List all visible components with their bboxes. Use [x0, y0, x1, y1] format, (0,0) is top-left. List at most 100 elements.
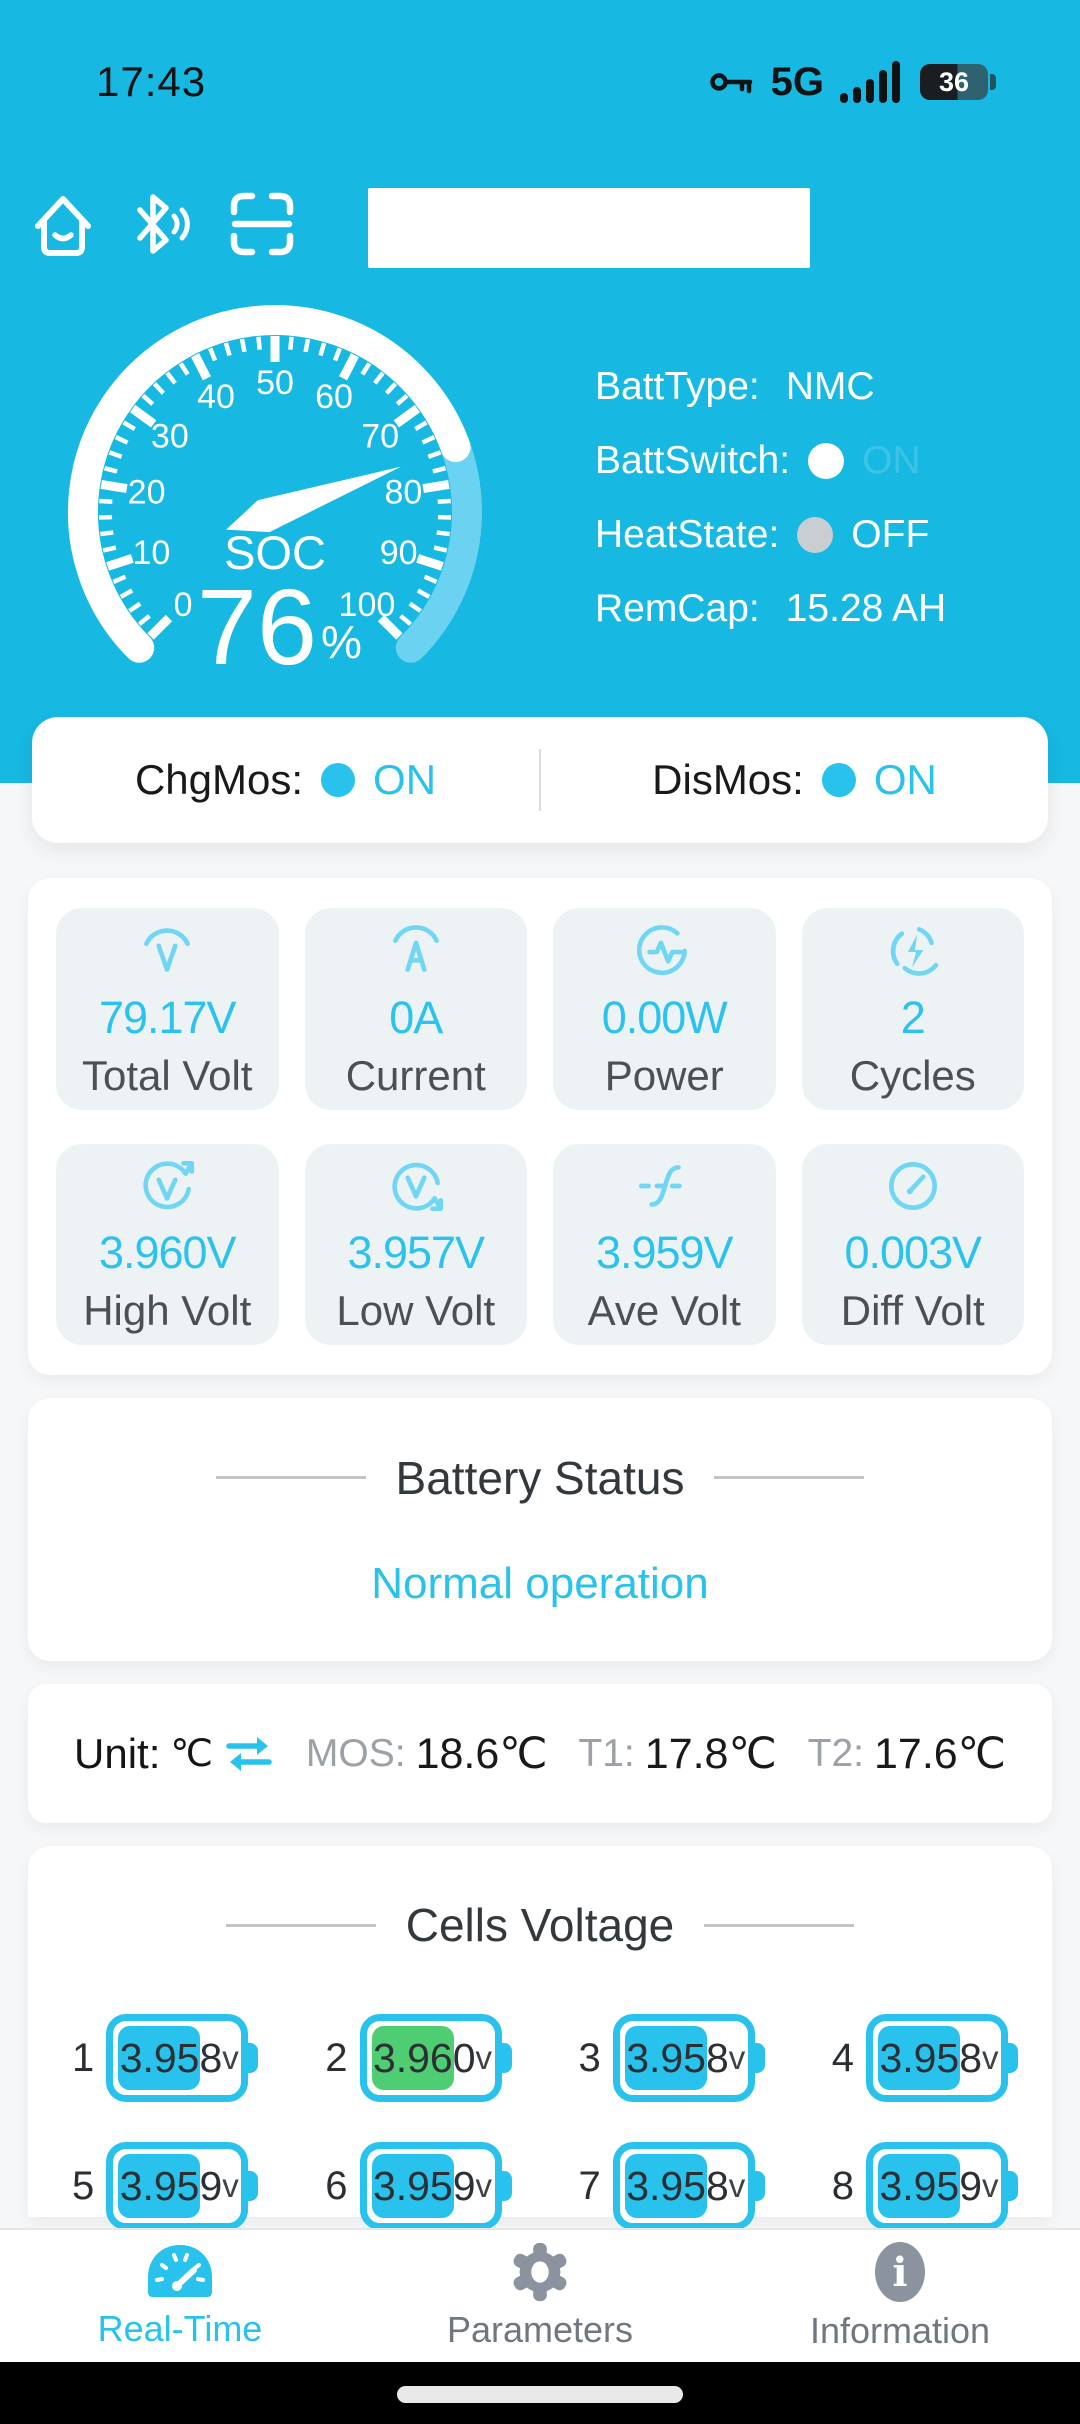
svg-text:20: 20: [128, 474, 166, 512]
cell-index: 4: [831, 2035, 854, 2080]
power-icon: [637, 924, 688, 975]
cell-index: 2: [325, 2035, 348, 2080]
bluetooth-icon[interactable]: [132, 186, 192, 262]
unit-swap-icon[interactable]: [223, 1732, 275, 1776]
svg-text:0: 0: [174, 586, 193, 624]
cells-title: Cells Voltage: [405, 1899, 675, 1951]
cell-5: 5 3.959 v: [72, 2142, 259, 2230]
battery-info-panel: BattType: NMC BattSwitch: ON HeatState: …: [595, 365, 946, 662]
cell-voltage: 3.959: [119, 2162, 223, 2209]
title-dash-left: [225, 1923, 376, 1927]
cell-battery: 3.959 v: [359, 2142, 512, 2230]
stat-value: 3.959V: [595, 1227, 734, 1279]
tab-parameters[interactable]: Parameters: [360, 2230, 720, 2362]
nav-label: Information: [809, 2310, 991, 2351]
total-volt-icon: [144, 927, 191, 972]
diff-volt-icon: [888, 1162, 937, 1211]
cell-unit: v: [982, 2167, 999, 2204]
svg-text:60: 60: [315, 378, 353, 416]
cells-title-row: Cells Voltage: [68, 1898, 1012, 1952]
mos-divider: [539, 749, 541, 811]
cell-unit: v: [475, 2167, 493, 2204]
speedometer-icon: [148, 2245, 212, 2297]
title-dash-right: [714, 1476, 865, 1479]
batt-switch-state: ON: [862, 439, 921, 482]
temp-t1-value: 17.8℃: [644, 1729, 777, 1778]
home-icon[interactable]: [30, 188, 96, 260]
cell-2: 2 3.960 v: [325, 2014, 512, 2102]
svg-text:40: 40: [197, 378, 235, 416]
cell-8: 8 3.959 v: [831, 2142, 1018, 2230]
device-name-input[interactable]: [368, 188, 810, 268]
stat-tile-high-volt: 3.960V High Volt: [56, 1143, 279, 1345]
cell-voltage: 3.958: [119, 2034, 223, 2081]
cell-unit: v: [475, 2039, 493, 2076]
cell-unit: v: [222, 2167, 239, 2204]
svg-text:80: 80: [384, 474, 422, 512]
temp-t2-label: T2:: [807, 1731, 864, 1775]
cell-1: 1 3.958 v: [72, 2014, 259, 2102]
hero-background: [0, 0, 1080, 783]
stat-tile-diff-volt: 0.003V Diff Volt: [801, 1143, 1024, 1345]
stat-tile-current: 0A Current: [304, 908, 527, 1110]
stat-label: Ave Volt: [587, 1287, 741, 1335]
battery-level-badge: 36: [920, 64, 988, 100]
clock: 17:43: [96, 58, 207, 105]
cell-battery: 3.958 v: [612, 2142, 765, 2230]
stats-card: 79.17V Total Volt 0A Current 0.00W Power: [28, 878, 1052, 1375]
gauge-unit: %: [321, 616, 362, 668]
low-volt-icon: [392, 1162, 443, 1212]
stat-value: 0.003V: [844, 1227, 982, 1279]
cell-voltage: 3.958: [626, 2162, 729, 2209]
cell-fill: [878, 2154, 960, 2218]
cell-nub: [246, 2171, 259, 2201]
cell-nub: [499, 2171, 512, 2201]
cell-7: 7 3.958 v: [578, 2142, 765, 2230]
cell-nub: [499, 2043, 512, 2073]
ave-volt-icon: [639, 1165, 690, 1208]
batt-type-label: BattType:: [595, 365, 760, 408]
bottom-nav: Real-Time Parameters i Information: [0, 2228, 1080, 2362]
stat-label: High Volt: [83, 1287, 252, 1335]
stat-tile-total-volt: 79.17V Total Volt: [56, 908, 279, 1110]
heat-state-row: HeatState: OFF: [595, 513, 946, 556]
temp-unit-group: Unit: ℃: [74, 1730, 275, 1778]
stat-value: 79.17V: [98, 991, 237, 1043]
svg-text:90: 90: [380, 534, 418, 572]
cell-6: 6 3.959 v: [325, 2142, 512, 2230]
battery-indicator: 36: [920, 64, 996, 100]
stat-label: Diff Volt: [840, 1287, 985, 1335]
batt-switch-label: BattSwitch:: [595, 439, 791, 482]
battery-status-card: Battery Status Normal operation: [28, 1398, 1052, 1661]
cell-voltage: 3.959: [879, 2162, 983, 2209]
cell-nub: [752, 2043, 765, 2073]
cell-index: 8: [831, 2163, 854, 2208]
batt-switch-toggle[interactable]: [808, 443, 845, 479]
temp-t1-label: T1:: [578, 1731, 635, 1775]
scan-icon[interactable]: [228, 190, 296, 258]
cell-index: 7: [578, 2163, 601, 2208]
svg-text:50: 50: [256, 364, 294, 402]
stat-value: 2: [900, 991, 926, 1043]
info-icon: i: [875, 2242, 925, 2302]
battery-status-value: Normal operation: [371, 1558, 709, 1608]
gear-icon: [513, 2242, 567, 2302]
cell-battery: 3.959 v: [866, 2142, 1018, 2230]
cell-nub: [1006, 2171, 1018, 2201]
cell-4: 4 3.958 v: [831, 2014, 1018, 2102]
cells-row-2: 5 3.959 v 6 3.959 v 7: [68, 2142, 1018, 2230]
tab-information[interactable]: i Information: [720, 2230, 1080, 2362]
home-indicator[interactable]: [397, 2386, 683, 2403]
stat-value: 0.00W: [601, 991, 728, 1043]
title-dash-left: [215, 1476, 366, 1479]
cell-fill: [624, 2026, 707, 2090]
stat-tile-power: 0.00W Power: [553, 908, 776, 1110]
cell-index: 5: [72, 2163, 95, 2208]
svg-text:30: 30: [151, 418, 189, 456]
cell-index: 6: [325, 2163, 348, 2208]
rem-cap-row: RemCap: 15.28 AH: [595, 587, 946, 630]
tab-real-time[interactable]: Real-Time: [0, 2230, 360, 2362]
gauge-label: SOC: [224, 526, 326, 579]
stat-tile-ave-volt: 3.959V Ave Volt: [553, 1143, 776, 1345]
